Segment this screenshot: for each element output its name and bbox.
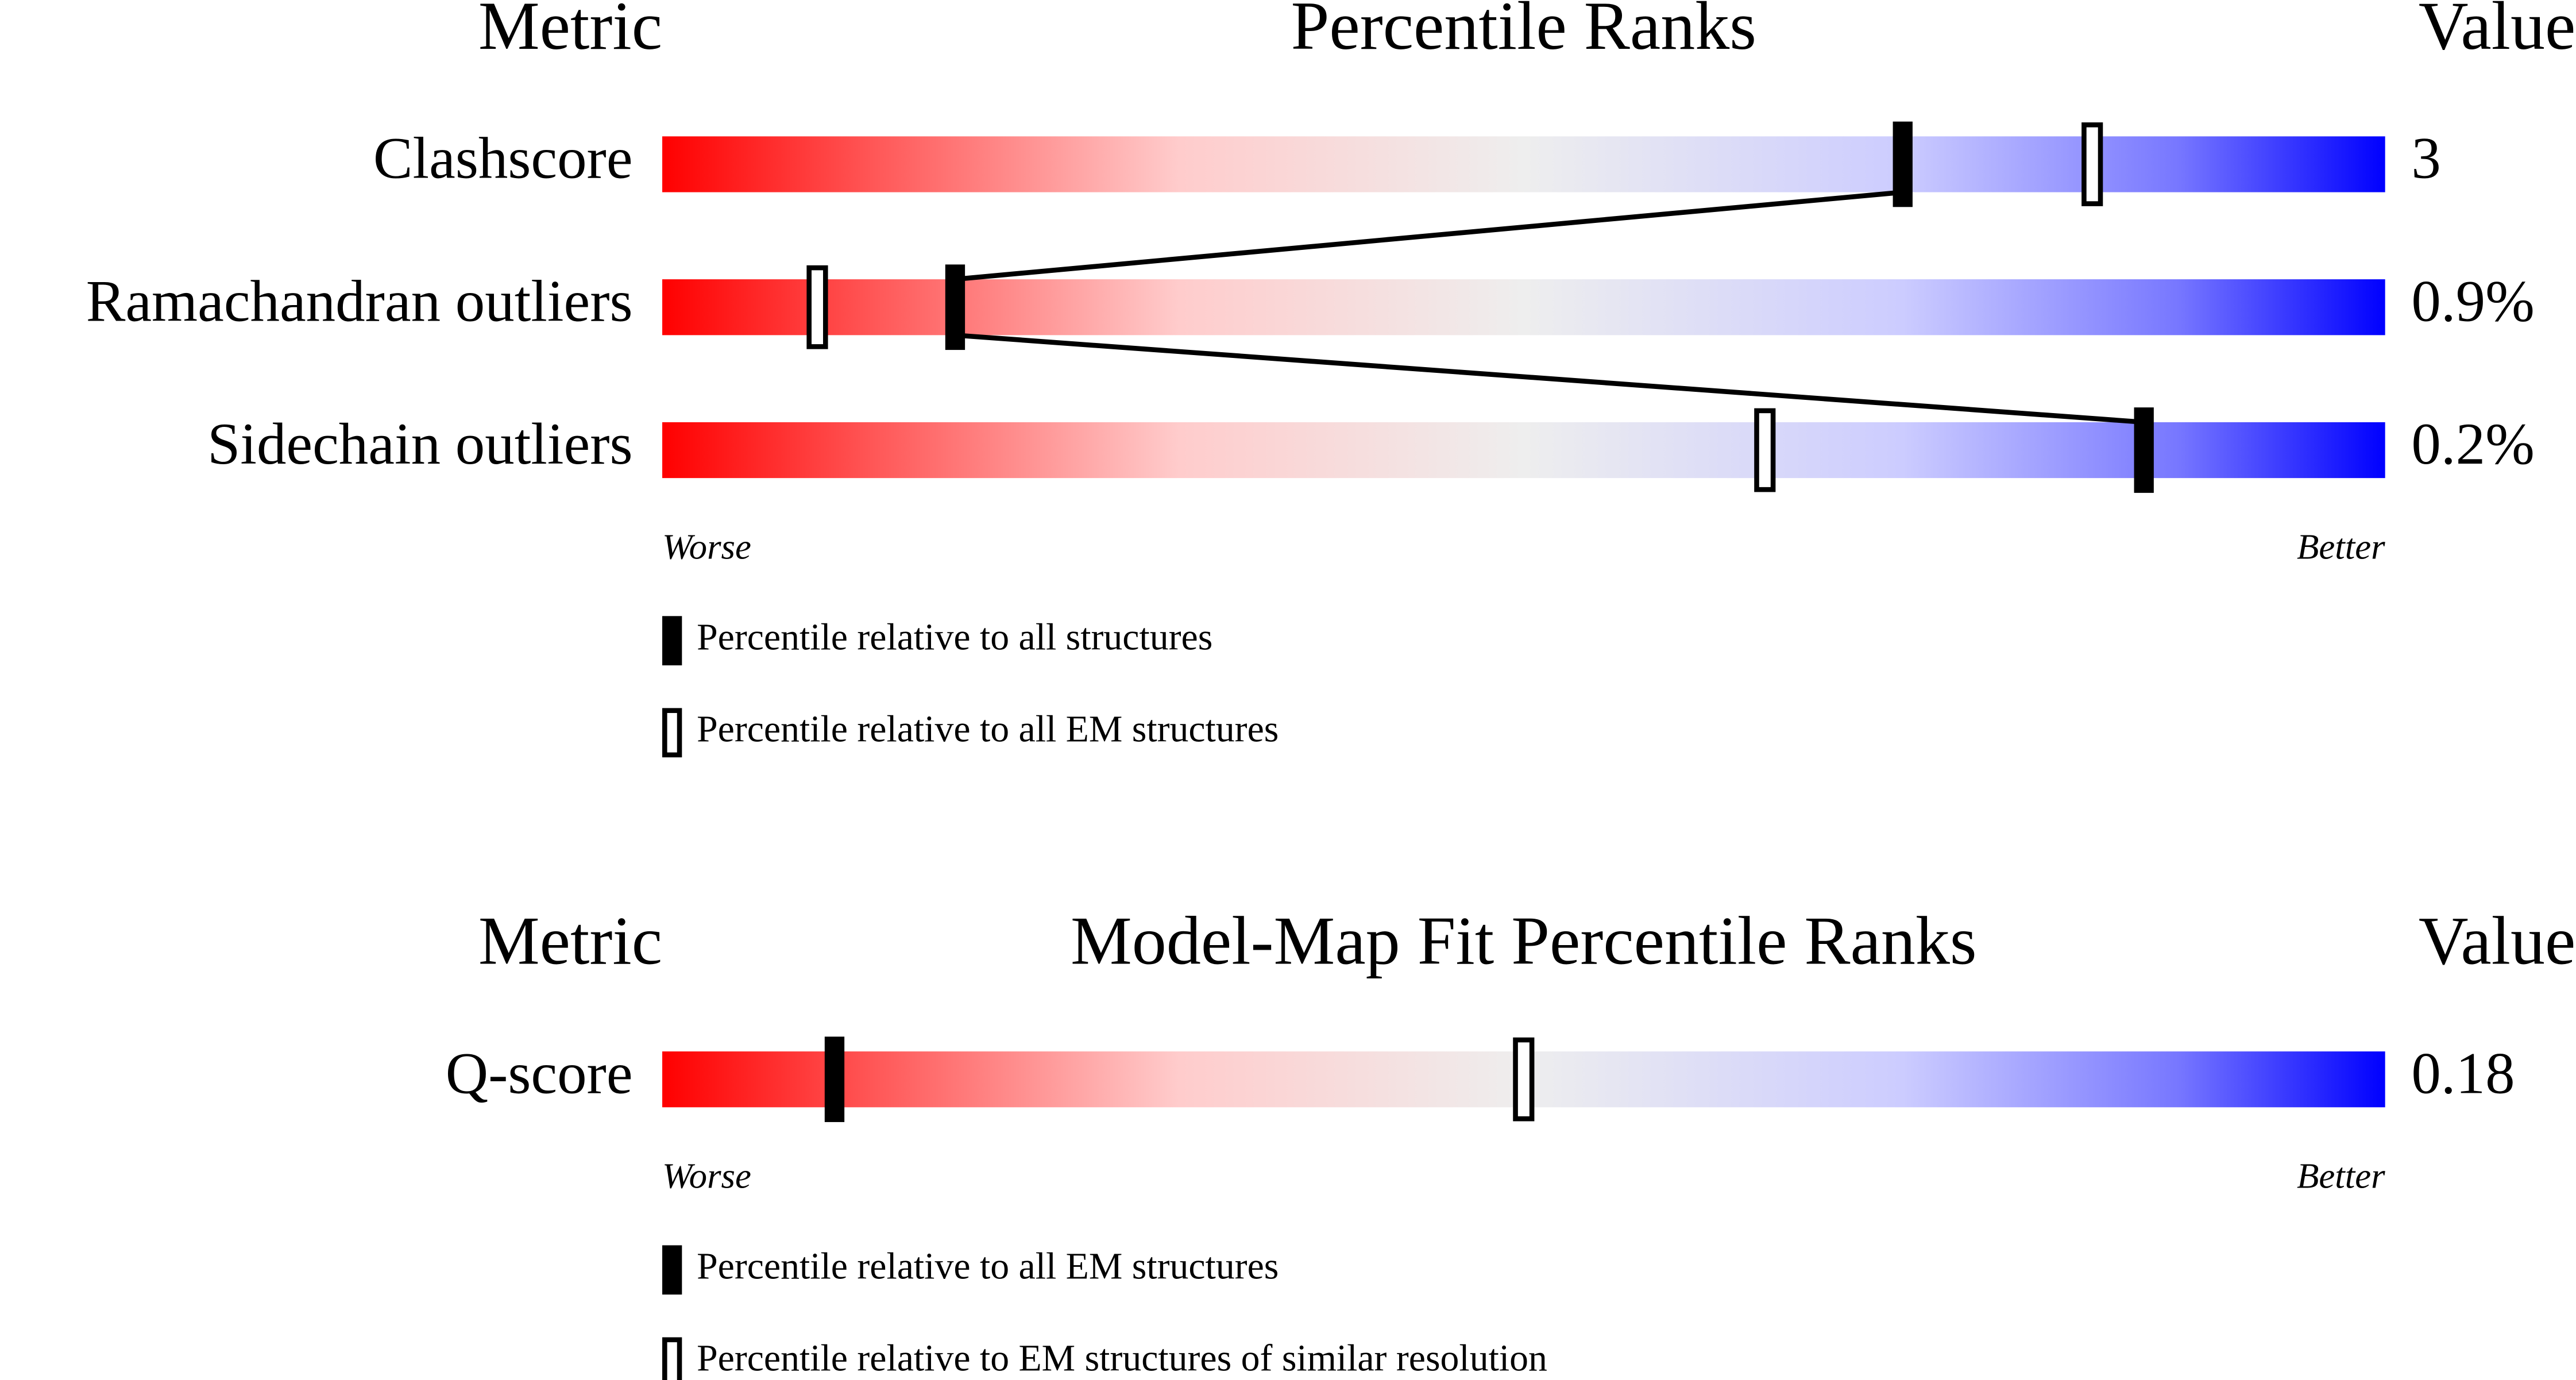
metric-label: Sidechain outliers (207, 411, 632, 477)
metric-label: Q-score (446, 1040, 633, 1106)
legend-swatch (662, 616, 682, 666)
legend-label: Percentile relative to EM structures of … (697, 1337, 1547, 1379)
percentile-bar (662, 279, 2385, 336)
metric-value: 0.2% (2411, 411, 2534, 477)
metric-header: Metric (478, 0, 662, 64)
marker-open (806, 265, 828, 349)
metric-value: 3 (2411, 126, 2440, 191)
legend-swatch (662, 1245, 682, 1295)
metric-header: Metric (478, 903, 662, 979)
metric-label: Ramachandran outliers (86, 268, 633, 334)
marker-open (1754, 408, 1776, 492)
connector (955, 333, 2145, 425)
better-label: Better (2297, 526, 2385, 566)
legend-swatch (662, 1337, 682, 1380)
metric-value: 0.9% (2411, 268, 2534, 334)
worse-label: Worse (662, 526, 751, 566)
legend-label: Percentile relative to all EM structures (697, 708, 1279, 750)
marker-filled (824, 1036, 845, 1123)
legend-swatch (662, 708, 682, 758)
connector (955, 190, 1903, 282)
chart-title: Percentile Ranks (1291, 0, 1756, 64)
metric-value: 0.18 (2411, 1040, 2515, 1106)
value-header: Value (2419, 0, 2575, 64)
marker-filled (945, 264, 965, 350)
chart-title: Model-Map Fit Percentile Ranks (1071, 903, 1977, 979)
value-header: Value (2419, 903, 2575, 979)
marker-filled (1893, 121, 1913, 207)
marker-open (1513, 1037, 1535, 1121)
percentile-bar (662, 136, 2385, 192)
legend-label: Percentile relative to all EM structures (697, 1246, 1279, 1288)
legend-label: Percentile relative to all structures (697, 616, 1212, 658)
percentile-bar (662, 422, 2385, 479)
marker-open (2081, 122, 2103, 206)
marker-filled (2134, 407, 2154, 493)
better-label: Better (2297, 1156, 2385, 1196)
worse-label: Worse (662, 1156, 751, 1196)
metric-label: Clashscore (373, 126, 633, 191)
